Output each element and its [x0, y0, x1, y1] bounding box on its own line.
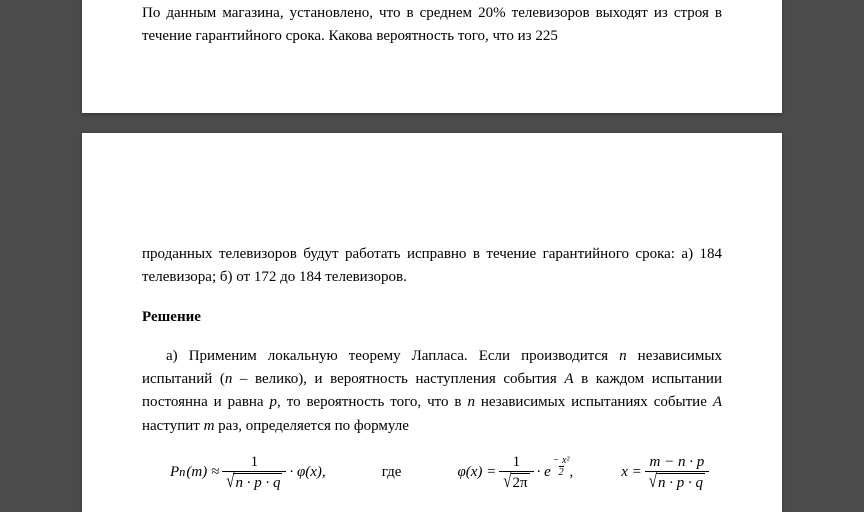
formula-term-x-def: x = m − n · p n · p · q	[621, 454, 712, 493]
var-n: n	[619, 348, 627, 364]
fraction-1-over-sqrt-npq: 1 n · p · q	[222, 454, 286, 493]
page-gap	[0, 113, 864, 133]
sym-of-m: (m) ≈	[186, 461, 219, 484]
sym-n-sub: n	[179, 463, 185, 482]
radicand-npq: n · p · q	[233, 473, 282, 492]
radicand-npq-2: n · p · q	[656, 473, 705, 492]
var-A: A	[713, 394, 722, 410]
var-n: n	[467, 394, 475, 410]
denominator-sqrt-npq-2: n · p · q	[645, 471, 709, 492]
solution-heading: Решение	[142, 306, 722, 329]
numerator-1: 1	[247, 454, 263, 472]
page-bottom: проданных телевизоров будут работать исп…	[82, 133, 782, 512]
numerator-m-np: m − n · p	[646, 454, 709, 472]
text-fragment: раз, определяется по формуле	[214, 418, 408, 434]
x-eq: x =	[621, 461, 642, 484]
sqrt-npq-2: n · p · q	[649, 473, 705, 492]
phi-of-x: · φ(x),	[289, 461, 325, 484]
text-fragment: а) Применим локальную теорему Лапласа. Е…	[166, 348, 619, 364]
formula-term-phi-def: φ(x) = 1 2π · e − x² 2 ,	[457, 454, 573, 493]
fraction-m-np-over-sqrt-npq: m − n · p n · p · q	[645, 454, 709, 493]
pdf-viewport: По данным магазина, установлено, что в с…	[0, 0, 864, 512]
numerator-1b: 1	[509, 454, 525, 472]
page-top: По данным магазина, установлено, что в с…	[82, 0, 782, 113]
solution-para-a: а) Применим локальную теорему Лапласа. Е…	[142, 345, 722, 438]
label-where: где	[382, 461, 402, 484]
denominator-sqrt-2pi: 2π	[499, 471, 533, 492]
sym-P: P	[170, 461, 179, 484]
formula-laplace: Pn(m) ≈ 1 n · p · q · φ(x), где φ(x) = 1…	[142, 454, 722, 493]
var-m: m	[204, 418, 215, 434]
radicand-2pi: 2π	[511, 473, 530, 492]
formula-term-Pn: Pn(m) ≈ 1 n · p · q · φ(x),	[170, 454, 326, 493]
exp-neg: −	[553, 455, 560, 466]
var-p: p	[270, 394, 278, 410]
exp-x2: x²	[562, 455, 569, 466]
fraction-1-over-sqrt-2pi: 1 2π	[499, 454, 533, 493]
exp-top: − x²	[553, 456, 570, 466]
denominator-sqrt-npq: n · p · q	[222, 471, 286, 492]
text-fragment: , то вероятность того, что в	[277, 394, 467, 410]
text-fragment: – велико), и вероятность наступления соб…	[232, 371, 564, 387]
problem-text-part2: проданных телевизоров будут работать исп…	[142, 243, 722, 290]
exp-den: 2	[559, 466, 564, 478]
comma: ,	[569, 461, 573, 484]
exponent-neg-x2-over-2: − x² 2	[553, 456, 570, 478]
text-fragment: наступит	[142, 418, 204, 434]
dot-e: · e	[537, 461, 551, 484]
sqrt-npq: n · p · q	[226, 473, 282, 492]
phi-eq: φ(x) =	[457, 461, 496, 484]
problem-text-part1: По данным магазина, установлено, что в с…	[142, 2, 722, 49]
sqrt-2pi: 2π	[503, 473, 529, 492]
text-fragment: независимых испытаниях событие	[475, 394, 713, 410]
